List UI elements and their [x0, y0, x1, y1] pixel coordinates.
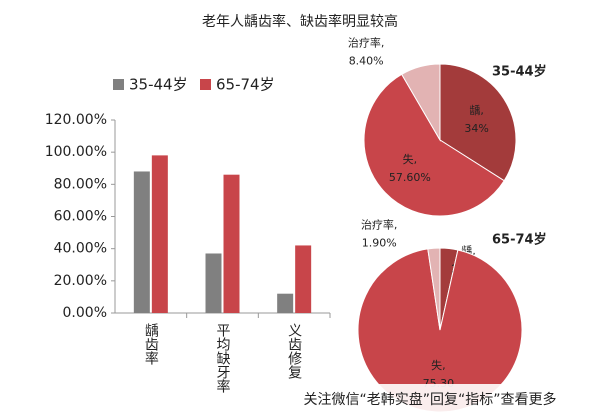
y-tick-label: 80.00%	[54, 176, 107, 192]
x-tick-label: 龋齿率	[143, 323, 159, 365]
legend-swatch	[113, 79, 124, 90]
x-tick-label: 平均缺牙率	[215, 323, 231, 393]
y-tick-label: 40.00%	[54, 241, 107, 257]
y-tick-label: 60.00%	[54, 209, 107, 225]
watermark: 关注微信“老韩实盘”回复“指标”查看更多	[303, 391, 556, 408]
chart-title: 老年人龋齿率、缺齿率明显较高	[202, 13, 398, 30]
y-tick-label: 120.00%	[45, 112, 107, 128]
pie-category-label: 失,	[403, 153, 418, 166]
watermark-bg	[260, 384, 600, 414]
bar	[223, 174, 240, 313]
pie-title: 35-44岁	[492, 64, 547, 80]
y-tick-label: 100.00%	[45, 144, 107, 160]
pie-category-label: 治疗率,	[348, 35, 385, 49]
pie-value-label: 34%	[464, 122, 488, 135]
bar	[295, 245, 312, 313]
bar	[205, 253, 222, 313]
legend-label: 35-44岁	[129, 76, 188, 94]
pie-category-label: 龋,	[469, 103, 484, 117]
pie-category-label: 治疗率,	[361, 217, 398, 231]
bar	[133, 171, 150, 313]
pie-value-label: 8.40%	[349, 54, 384, 67]
pie-value-label: 1.90%	[362, 236, 397, 249]
bar	[277, 293, 294, 313]
pie-value-label: 57.60%	[389, 171, 431, 184]
y-tick-label: 0.00%	[63, 305, 107, 321]
pie-title: 65-74岁	[492, 232, 547, 248]
legend-label: 65-74岁	[216, 76, 275, 94]
y-tick-label: 20.00%	[54, 273, 107, 289]
x-tick-label: 义齿修复	[286, 323, 302, 380]
pie-category-label: 失,	[431, 359, 446, 372]
bar	[151, 155, 168, 313]
legend-swatch	[200, 79, 211, 90]
pie-slice	[427, 247, 441, 331]
pie-slice	[363, 73, 505, 217]
pie-slice	[401, 63, 441, 142]
